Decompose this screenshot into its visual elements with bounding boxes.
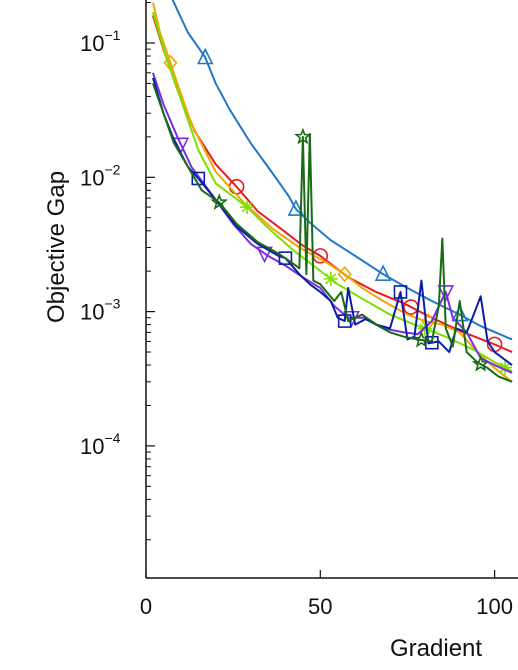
- square-marker: [337, 314, 352, 328]
- triangle-up-marker: [287, 199, 305, 216]
- square-marker: [393, 285, 408, 299]
- y-tick-label: 10−2: [80, 161, 121, 190]
- triangle-down-marker: [437, 285, 455, 302]
- pentagram-marker: [471, 354, 490, 372]
- series-line: [152, 15, 513, 353]
- x-tick-label: 100: [476, 594, 513, 619]
- series-line: [152, 83, 513, 383]
- pentagram-marker: [412, 330, 431, 348]
- x-axis-label: Gradient: [390, 635, 482, 662]
- series-line: [151, 2, 513, 383]
- square-marker: [278, 251, 293, 265]
- y-axis-label: Objective Gap: [43, 171, 70, 323]
- x-tick-label: 0: [140, 594, 152, 619]
- y-tick-label: 10−1: [80, 27, 121, 56]
- asterisk-marker: [240, 200, 255, 215]
- pentagram-marker: [294, 127, 312, 145]
- y-tick-label: 10−3: [80, 296, 121, 325]
- y-tick-label: 10−4: [80, 430, 121, 459]
- axes-layer: [145, 0, 518, 579]
- triangle-up-marker: [374, 264, 392, 281]
- diamond-marker: [337, 265, 352, 283]
- ticks-layer: 0 50 100 10−4 10−3 10−2 10−1: [80, 2, 513, 619]
- asterisk-marker: [498, 360, 513, 375]
- series-layer: [151, 0, 513, 383]
- series-line: [152, 77, 513, 366]
- pentagram-marker: [210, 193, 229, 210]
- x-tick-label: 50: [308, 594, 332, 619]
- series-line: [171, 0, 513, 341]
- series-line: [152, 72, 513, 374]
- triangle-up-marker: [196, 47, 214, 65]
- triangle-up-marker: [451, 304, 469, 322]
- asterisk-marker: [323, 271, 338, 286]
